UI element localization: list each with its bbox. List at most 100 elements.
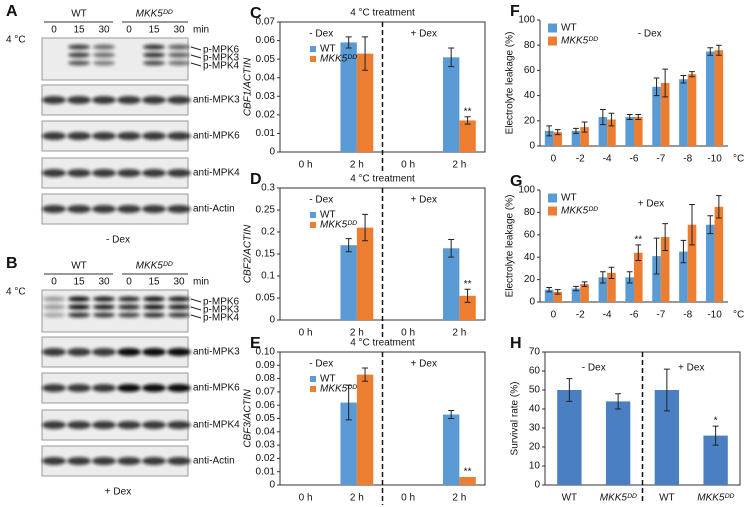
arrow bbox=[190, 314, 202, 319]
time-label: 30 bbox=[98, 25, 110, 36]
blot-band bbox=[68, 60, 90, 66]
bar bbox=[553, 132, 563, 146]
y-tick-label: 0.08 bbox=[256, 373, 276, 384]
blot-band bbox=[168, 312, 190, 318]
blot-band bbox=[67, 169, 91, 177]
section-label: + Dex bbox=[411, 29, 437, 40]
blot-band bbox=[68, 312, 90, 318]
y-tick-label: 20 bbox=[529, 442, 541, 453]
phospho-label: p-MPK4 bbox=[203, 313, 240, 324]
y-tick-label: 0.25 bbox=[256, 205, 276, 216]
blot-band bbox=[167, 132, 191, 140]
x-tick-label: 2 h bbox=[452, 493, 466, 504]
y-tick-label: 20 bbox=[524, 115, 536, 126]
y-tick-label: 0.01 bbox=[256, 128, 276, 139]
y-tick-label: 0.3 bbox=[261, 183, 275, 194]
y-axis-label: Electrolyte leakage (%) bbox=[505, 195, 516, 298]
bar bbox=[356, 227, 374, 320]
x-tick-label: WT bbox=[659, 493, 675, 504]
x-tick-label: 2 h bbox=[350, 493, 364, 504]
y-tick-label: 0.03 bbox=[256, 91, 276, 102]
error-bar bbox=[546, 125, 552, 137]
condition-label: + Dex bbox=[638, 199, 664, 210]
y-tick-label: 100 bbox=[518, 185, 535, 196]
blot-band bbox=[143, 44, 165, 50]
y-tick-label: 80 bbox=[524, 40, 536, 51]
bar bbox=[356, 374, 374, 485]
y-tick-label: 0.05 bbox=[256, 54, 276, 65]
antibody-label: anti-MPK4 bbox=[193, 168, 240, 179]
y-tick-label: 20 bbox=[524, 274, 536, 285]
bar bbox=[714, 50, 724, 146]
x-tick-label: 2 h bbox=[452, 160, 466, 171]
x-tick-label: 2 h bbox=[350, 160, 364, 171]
panel-label: A bbox=[6, 3, 18, 20]
error-bar bbox=[707, 215, 714, 235]
bar bbox=[571, 130, 581, 146]
antibody-label: anti-MPK6 bbox=[193, 383, 240, 394]
error-bar bbox=[680, 239, 687, 264]
bar bbox=[598, 277, 608, 302]
legend-label: WT bbox=[320, 210, 336, 221]
error-bar bbox=[716, 195, 722, 219]
legend-swatch bbox=[310, 376, 316, 382]
y-tick-label: 0.06 bbox=[256, 400, 276, 411]
time-label: 15 bbox=[73, 277, 85, 288]
panel-label: C bbox=[250, 5, 262, 22]
blot-band bbox=[117, 348, 141, 356]
error-bar bbox=[680, 74, 687, 84]
legend-swatch bbox=[548, 23, 557, 33]
bar bbox=[442, 248, 460, 320]
y-tick-label: 0 bbox=[534, 480, 540, 491]
blot-band bbox=[142, 169, 166, 177]
bar bbox=[605, 401, 631, 485]
bar bbox=[607, 119, 616, 146]
section-label: + Dex bbox=[411, 359, 437, 370]
time-label: 0 bbox=[51, 25, 57, 36]
error-bar bbox=[573, 285, 579, 292]
y-tick-label: 0.04 bbox=[256, 72, 276, 83]
bar bbox=[687, 74, 697, 146]
legend-label: MKK5ᴰᴰ bbox=[320, 54, 357, 65]
significance-label: ** bbox=[634, 235, 642, 246]
bar bbox=[705, 51, 715, 146]
blot-band bbox=[93, 44, 115, 50]
y-tick-label: 0.07 bbox=[256, 17, 276, 28]
time-label: 15 bbox=[148, 277, 160, 288]
y-tick-label: 0 bbox=[529, 297, 535, 308]
blot-band bbox=[142, 421, 166, 429]
section-label: + Dex bbox=[678, 363, 704, 374]
y-tick-label: 0.10 bbox=[256, 347, 276, 358]
blot-band bbox=[167, 205, 191, 213]
strain-label: MKK5ᴰᴰ bbox=[136, 9, 173, 20]
bar bbox=[660, 237, 670, 302]
blot-band bbox=[42, 169, 66, 177]
blot-band bbox=[118, 312, 140, 318]
time-label: 0 bbox=[126, 25, 132, 36]
blot-band bbox=[168, 60, 190, 66]
treatment-label: + Dex bbox=[105, 487, 131, 498]
x-tick-label: 0 h bbox=[299, 493, 313, 504]
blot-band bbox=[143, 296, 165, 302]
bar bbox=[687, 224, 697, 302]
arrow bbox=[190, 46, 202, 51]
blot-band bbox=[92, 348, 116, 356]
significance-label: * bbox=[714, 416, 718, 427]
y-axis-label: CBF3/ACTIN bbox=[243, 389, 254, 448]
legend-swatch bbox=[310, 386, 316, 392]
panel-label: B bbox=[6, 255, 18, 272]
blot-band bbox=[43, 304, 65, 310]
x-tick-label: -2 bbox=[576, 154, 585, 165]
legend-label: MKK5ᴰᴰ bbox=[561, 206, 598, 217]
error-bar bbox=[653, 77, 660, 97]
bar bbox=[571, 288, 581, 302]
arrow bbox=[190, 54, 202, 59]
error-bar bbox=[626, 271, 633, 284]
blot-strip bbox=[41, 289, 189, 333]
blot-band bbox=[167, 457, 191, 465]
chart-title: 4 °C treatment bbox=[350, 338, 415, 349]
bar bbox=[660, 83, 670, 146]
temperature-label: 4 °C bbox=[6, 287, 26, 298]
bar bbox=[625, 117, 634, 146]
